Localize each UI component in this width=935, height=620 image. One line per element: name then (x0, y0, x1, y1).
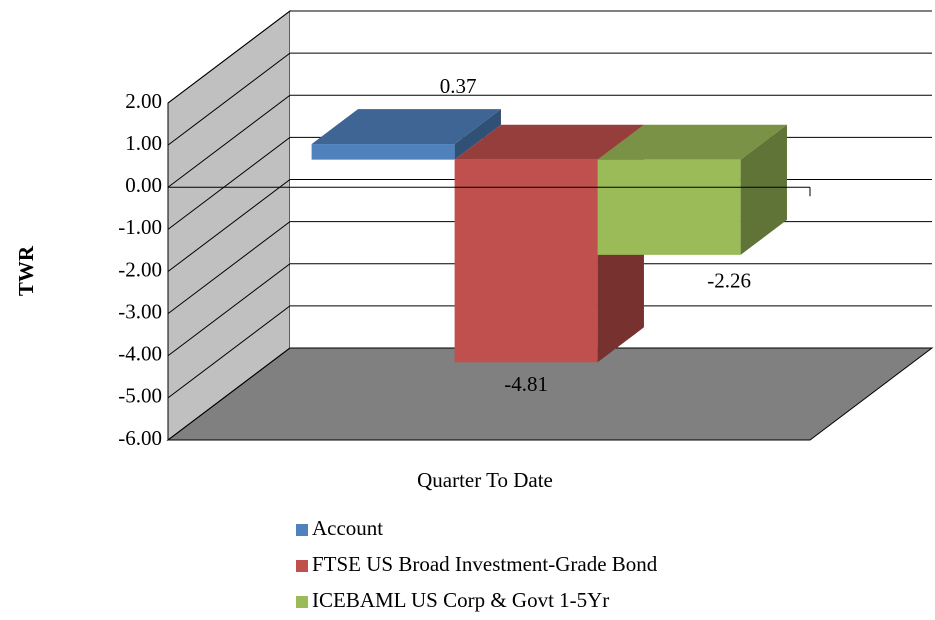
legend-label: ICEBAML US Corp & Govt 1-5Yr (312, 588, 609, 612)
bar-top (597, 124, 787, 160)
y-tick-label: 1.00 (125, 131, 162, 155)
legend-label: FTSE US Broad Investment-Grade Bond (312, 552, 658, 576)
bar (454, 159, 598, 363)
y-tick-label: -3.00 (118, 299, 162, 323)
bar-top (311, 109, 501, 145)
bar-top (454, 124, 644, 160)
legend-swatch (296, 560, 308, 572)
data-label: 0.37 (440, 74, 477, 98)
y-tick-label: -6.00 (118, 426, 162, 450)
data-label: -4.81 (504, 372, 548, 396)
grid-line (167, 263, 932, 357)
grid-line (167, 305, 932, 399)
y-tick-label: -2.00 (118, 257, 162, 281)
legend-swatch (296, 596, 308, 608)
grid-line (167, 347, 932, 441)
y-tick-label: -5.00 (118, 384, 162, 408)
y-tick-label: 2.00 (125, 89, 162, 113)
data-label: -2.26 (707, 269, 751, 293)
y-tick-label: -1.00 (118, 215, 162, 239)
bar-side (740, 124, 787, 255)
legend-label: Account (312, 516, 383, 540)
y-axis-label: TWR (14, 245, 38, 296)
x-tick-label: Quarter To Date (417, 468, 553, 492)
legend-swatch (296, 524, 308, 536)
y-tick-label: -4.00 (118, 342, 162, 366)
grid-line (167, 10, 932, 104)
bar-side (454, 109, 501, 160)
grid-line (167, 94, 932, 188)
grid-line (167, 52, 932, 146)
bar (597, 159, 741, 255)
bar (311, 144, 455, 160)
y-tick-label: 0.00 (125, 173, 162, 197)
